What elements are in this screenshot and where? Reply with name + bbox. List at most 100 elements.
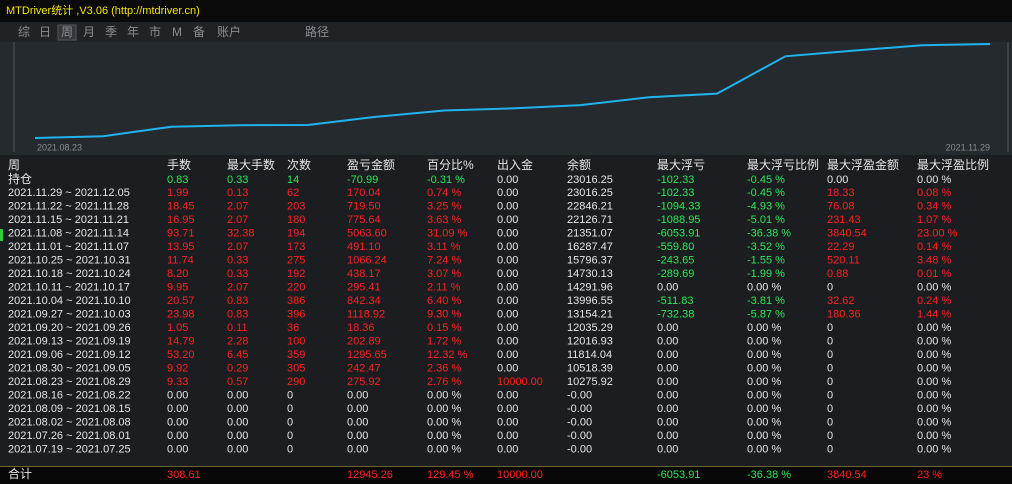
cell: 21351.07 [567,227,613,239]
cell: 0.88 [827,268,848,280]
column-header: 盈亏金额 [347,157,395,172]
cell: 36 [287,322,299,334]
cell: 170.04 [347,187,381,199]
cell: 1.44 % [917,308,951,320]
cell: 0.00 % [917,376,951,388]
cell: 13996.55 [567,295,613,307]
cell: 359 [287,349,305,361]
cell: 0.00 [347,403,368,415]
cell: 10518.39 [567,362,613,374]
cell: -0.31 % [427,174,465,186]
cell: 0.29 [227,362,248,374]
row-label: 2021.10.11 ~ 2021.10.17 [8,281,130,293]
column-header: 周 [8,158,20,172]
cell: 18.45 [167,200,195,212]
cell: 203 [287,200,305,212]
cell: 0.00 % [747,322,781,334]
cell: 0 [827,281,833,293]
row-label: 2021.09.06 ~ 2021.09.12 [8,349,131,361]
cell: 3.63 % [427,214,461,226]
cell: -0.45 % [747,187,785,199]
cell: 11.74 [167,254,194,266]
cell: 0.83 [227,308,248,320]
cell: 0.00 [657,362,678,374]
cell: 0.15 % [427,322,461,334]
cell: 1.99 [167,187,188,199]
cell: 2.07 [227,281,248,293]
cell: 0.00 [657,443,678,455]
cell: 23016.25 [567,187,613,199]
row-label: 2021.11.01 ~ 2021.11.07 [8,241,129,253]
cell: 0.00 [497,295,518,307]
cell: 0.00 % [917,443,951,455]
tab[interactable]: 季 [105,25,117,39]
cell: 0.00 [497,349,518,361]
cell: 0.00 [497,308,518,320]
cell: 0.00 [497,227,518,239]
tab[interactable]: 综 [18,25,30,39]
cell: 0.00 [497,200,518,212]
cell: 15796.37 [567,254,613,266]
cell: 0.00 % [917,403,951,415]
cell: 275.92 [347,376,381,388]
tab[interactable]: 路径 [305,24,329,39]
cell: 0.00 % [917,349,951,361]
cell: 0.00 [497,335,518,347]
column-header: 最大浮亏 [657,158,705,172]
cell: 31.09 % [427,227,468,239]
cell: 0.00 [497,403,518,415]
cell: 0.00 [167,389,188,401]
tab[interactable]: 周 [61,25,73,39]
cell: 0.00 [497,416,518,428]
cell: 0.00 [167,403,188,415]
cell: 290 [287,376,305,388]
tab-highlight [57,24,77,41]
column-header: 手数 [167,157,191,172]
cell: 0.00 [167,430,188,442]
tab[interactable]: 备 [193,25,205,39]
column-header: 次数 [287,157,311,172]
tab[interactable]: 月 [83,25,95,39]
cell: -1094.33 [657,200,700,212]
cell: 0.00 % [917,281,951,293]
cell: -4.93 % [747,200,785,212]
cell: 0 [827,349,833,361]
cell: 0.00 [657,349,678,361]
footer-cell: -6053.91 [657,469,700,481]
row-label: 持仓 [8,171,32,186]
cell: 0.11 [227,322,248,334]
cell: 0.00 [497,430,518,442]
cell: 0.00 [657,281,678,293]
tab[interactable]: M [172,25,182,39]
cell: 1.07 % [917,214,951,226]
cell: 0 [827,443,833,455]
cell: 305 [287,362,305,374]
cell: 9.95 [167,281,188,293]
balance-line [34,43,991,139]
column-header: 最大浮盈金额 [827,157,899,172]
tab[interactable]: 日 [39,25,51,39]
cell: 0.00 [167,416,188,428]
cell: 0.00 [167,443,188,455]
cell: 0.00 [347,389,368,401]
row-label: 2021.08.02 ~ 2021.08.08 [8,416,131,428]
cell: 7.24 % [427,254,461,266]
cell: 231.43 [827,214,861,226]
cell: 438.17 [347,268,381,280]
tab[interactable]: 年 [127,25,139,39]
cell: 0 [827,403,833,415]
tab[interactable]: 市 [149,24,161,39]
cell: 93.71 [167,227,195,239]
cell: 0.00 [497,362,518,374]
cell: 1295.65 [347,349,387,361]
row-label: 2021.10.25 ~ 2021.10.31 [8,254,131,266]
window-title: MTDriver统计 ,V3.06 (http://mtdriver.cn) [6,4,200,17]
cell: -6053.91 [657,227,700,239]
tab[interactable]: 账户 [217,24,241,39]
cell: 0.00 [497,322,518,334]
footer-label: 合计 [8,466,32,481]
row-label: 2021.08.30 ~ 2021.09.05 [8,362,131,374]
chart-end-label: 2021.11.29 [946,142,990,152]
cell: 23016.25 [567,174,613,186]
cell: 12.32 % [427,349,468,361]
